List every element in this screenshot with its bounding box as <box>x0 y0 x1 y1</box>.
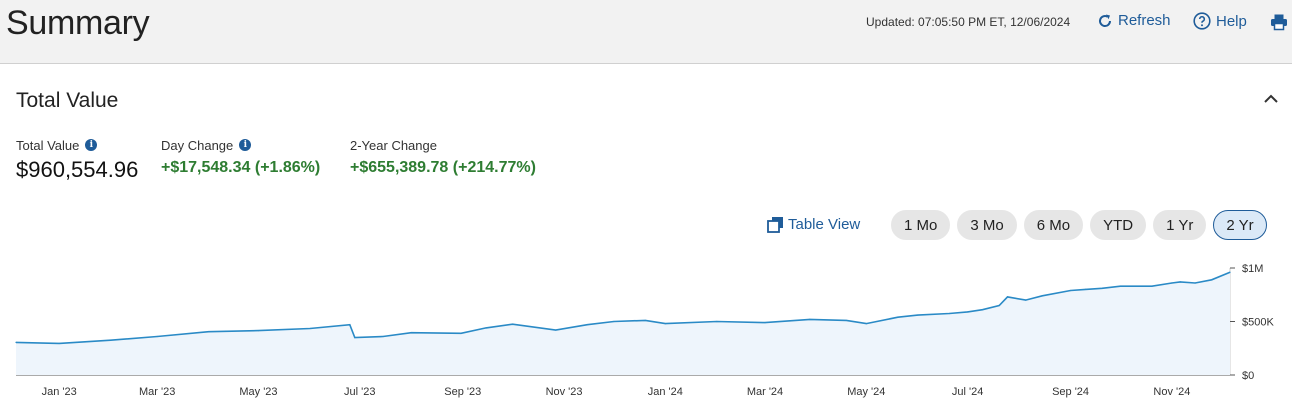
info-icon[interactable]: i <box>85 139 98 151</box>
data-point <box>809 318 811 320</box>
help-icon <box>1193 12 1211 30</box>
data-point <box>1084 288 1087 290</box>
data-point <box>460 332 462 334</box>
x-tick-label: Jan '24 <box>648 386 683 398</box>
help-label: Help <box>1216 12 1247 30</box>
total-value: $960,554.96 <box>16 157 139 182</box>
data-point <box>1041 295 1043 297</box>
data-point <box>967 311 969 313</box>
range-button-3-mo[interactable]: 3 Mo <box>957 210 1017 240</box>
data-point <box>1006 296 1009 298</box>
data-point <box>897 316 899 318</box>
refresh-icon <box>1099 14 1112 27</box>
data-point <box>485 327 487 329</box>
time-range-selector: 1 Mo 3 Mo 6 Mo YTD 1 Yr 2 Yr <box>891 210 1267 240</box>
data-point <box>110 339 112 341</box>
data-point <box>156 335 158 338</box>
x-tick-label: Jul '24 <box>952 386 983 398</box>
data-point <box>948 312 950 315</box>
data-point <box>382 335 384 338</box>
x-tick-label: May '23 <box>239 386 277 398</box>
data-point <box>644 319 647 322</box>
y-tick-label: $1M <box>1242 263 1263 275</box>
data-point <box>1069 289 1072 292</box>
table-view-icon <box>767 217 783 233</box>
day-change-label: Day Change <box>161 137 234 153</box>
total-value-metric: Total Value i $960,554.96 <box>16 137 138 183</box>
data-point <box>1229 271 1231 273</box>
refresh-label: Refresh <box>1118 12 1171 29</box>
data-point <box>208 331 210 333</box>
x-tick-label: Jul '23 <box>344 386 375 398</box>
refresh-button[interactable]: Refresh <box>1097 12 1171 29</box>
data-point <box>865 323 867 325</box>
data-point <box>1194 282 1196 284</box>
range-button-2-yr[interactable]: 2 Yr <box>1213 210 1267 240</box>
x-tick-label: Sep '24 <box>1052 386 1089 398</box>
data-point <box>1211 279 1213 281</box>
day-change-metric: Day Change i +$17,548.34 (+1.86%) <box>161 137 320 177</box>
collapse-button[interactable] <box>1263 92 1279 110</box>
range-button-1-mo[interactable]: 1 Mo <box>891 210 951 240</box>
data-point <box>410 332 412 334</box>
updated-timestamp: Updated: 07:05:50 PM ET, 12/06/2024 <box>866 15 1071 29</box>
data-point <box>555 329 557 331</box>
total-value-label: Total Value <box>16 137 80 153</box>
data-point <box>998 304 1000 307</box>
range-button-1-yr[interactable]: 1 Yr <box>1153 210 1207 240</box>
data-point <box>1151 285 1153 287</box>
data-point <box>917 314 919 316</box>
x-tick-label: Nov '23 <box>546 386 583 398</box>
data-point <box>716 320 718 323</box>
x-tick-label: Sep '23 <box>444 386 481 398</box>
x-tick-label: Nov '24 <box>1153 386 1190 398</box>
data-point <box>354 336 356 339</box>
day-change-value: +$17,548.34 (+1.86%) <box>161 159 321 176</box>
total-value-chart: $1M $500K $0 Jan '23 Mar '23 May '23 Jul '23 Se… <box>15 263 1274 398</box>
x-tick-label: Jan '23 <box>42 386 77 398</box>
data-point <box>664 323 666 325</box>
day-change-label-row: Day Change i <box>161 137 320 153</box>
data-point <box>613 320 615 323</box>
data-point <box>1025 299 1027 301</box>
two-year-change-metric: 2-Year Change +$655,389.78 (+214.77%) <box>350 137 536 177</box>
data-point <box>1171 282 1173 284</box>
section-title: Total Value <box>16 89 119 112</box>
two-year-change-value: +$655,389.78 (+214.77%) <box>350 159 536 176</box>
range-button-6-mo[interactable]: 6 Mo <box>1023 210 1084 240</box>
data-point <box>257 329 260 332</box>
x-tick-label: Mar '23 <box>139 386 175 398</box>
data-point <box>981 309 984 311</box>
data-point <box>1119 285 1121 287</box>
data-point <box>15 341 17 343</box>
y-tick-label: $500K <box>1242 317 1274 329</box>
x-tick-label: Mar '24 <box>747 386 783 398</box>
two-year-change-label: 2-Year Change <box>350 137 437 153</box>
data-point <box>309 327 311 330</box>
y-tick-label: $0 <box>1242 370 1254 382</box>
help-button[interactable]: Help <box>1193 12 1247 30</box>
data-point <box>1179 281 1181 283</box>
total-value-label-row: Total Value i <box>16 137 138 153</box>
data-point <box>511 323 514 325</box>
data-point <box>845 319 847 322</box>
page-title: Summary <box>6 4 150 42</box>
info-icon[interactable]: i <box>239 139 252 151</box>
page-header: Summary Updated: 07:05:50 PM ET, 12/06/2… <box>0 0 1292 64</box>
data-point <box>764 321 766 324</box>
x-tick-label: May '24 <box>847 386 885 398</box>
range-button-ytd[interactable]: YTD <box>1090 210 1147 240</box>
two-year-change-label-row: 2-Year Change <box>350 137 536 153</box>
printer-icon <box>1271 14 1287 31</box>
print-button[interactable] <box>1270 13 1288 31</box>
table-view-button[interactable]: Table View <box>767 216 860 233</box>
data-point <box>349 324 351 326</box>
table-view-label: Table View <box>788 216 861 233</box>
value-area <box>16 272 1230 375</box>
data-point <box>586 324 588 326</box>
data-point <box>1101 287 1103 289</box>
data-point <box>58 342 60 345</box>
chevron-up-icon <box>1264 94 1278 103</box>
